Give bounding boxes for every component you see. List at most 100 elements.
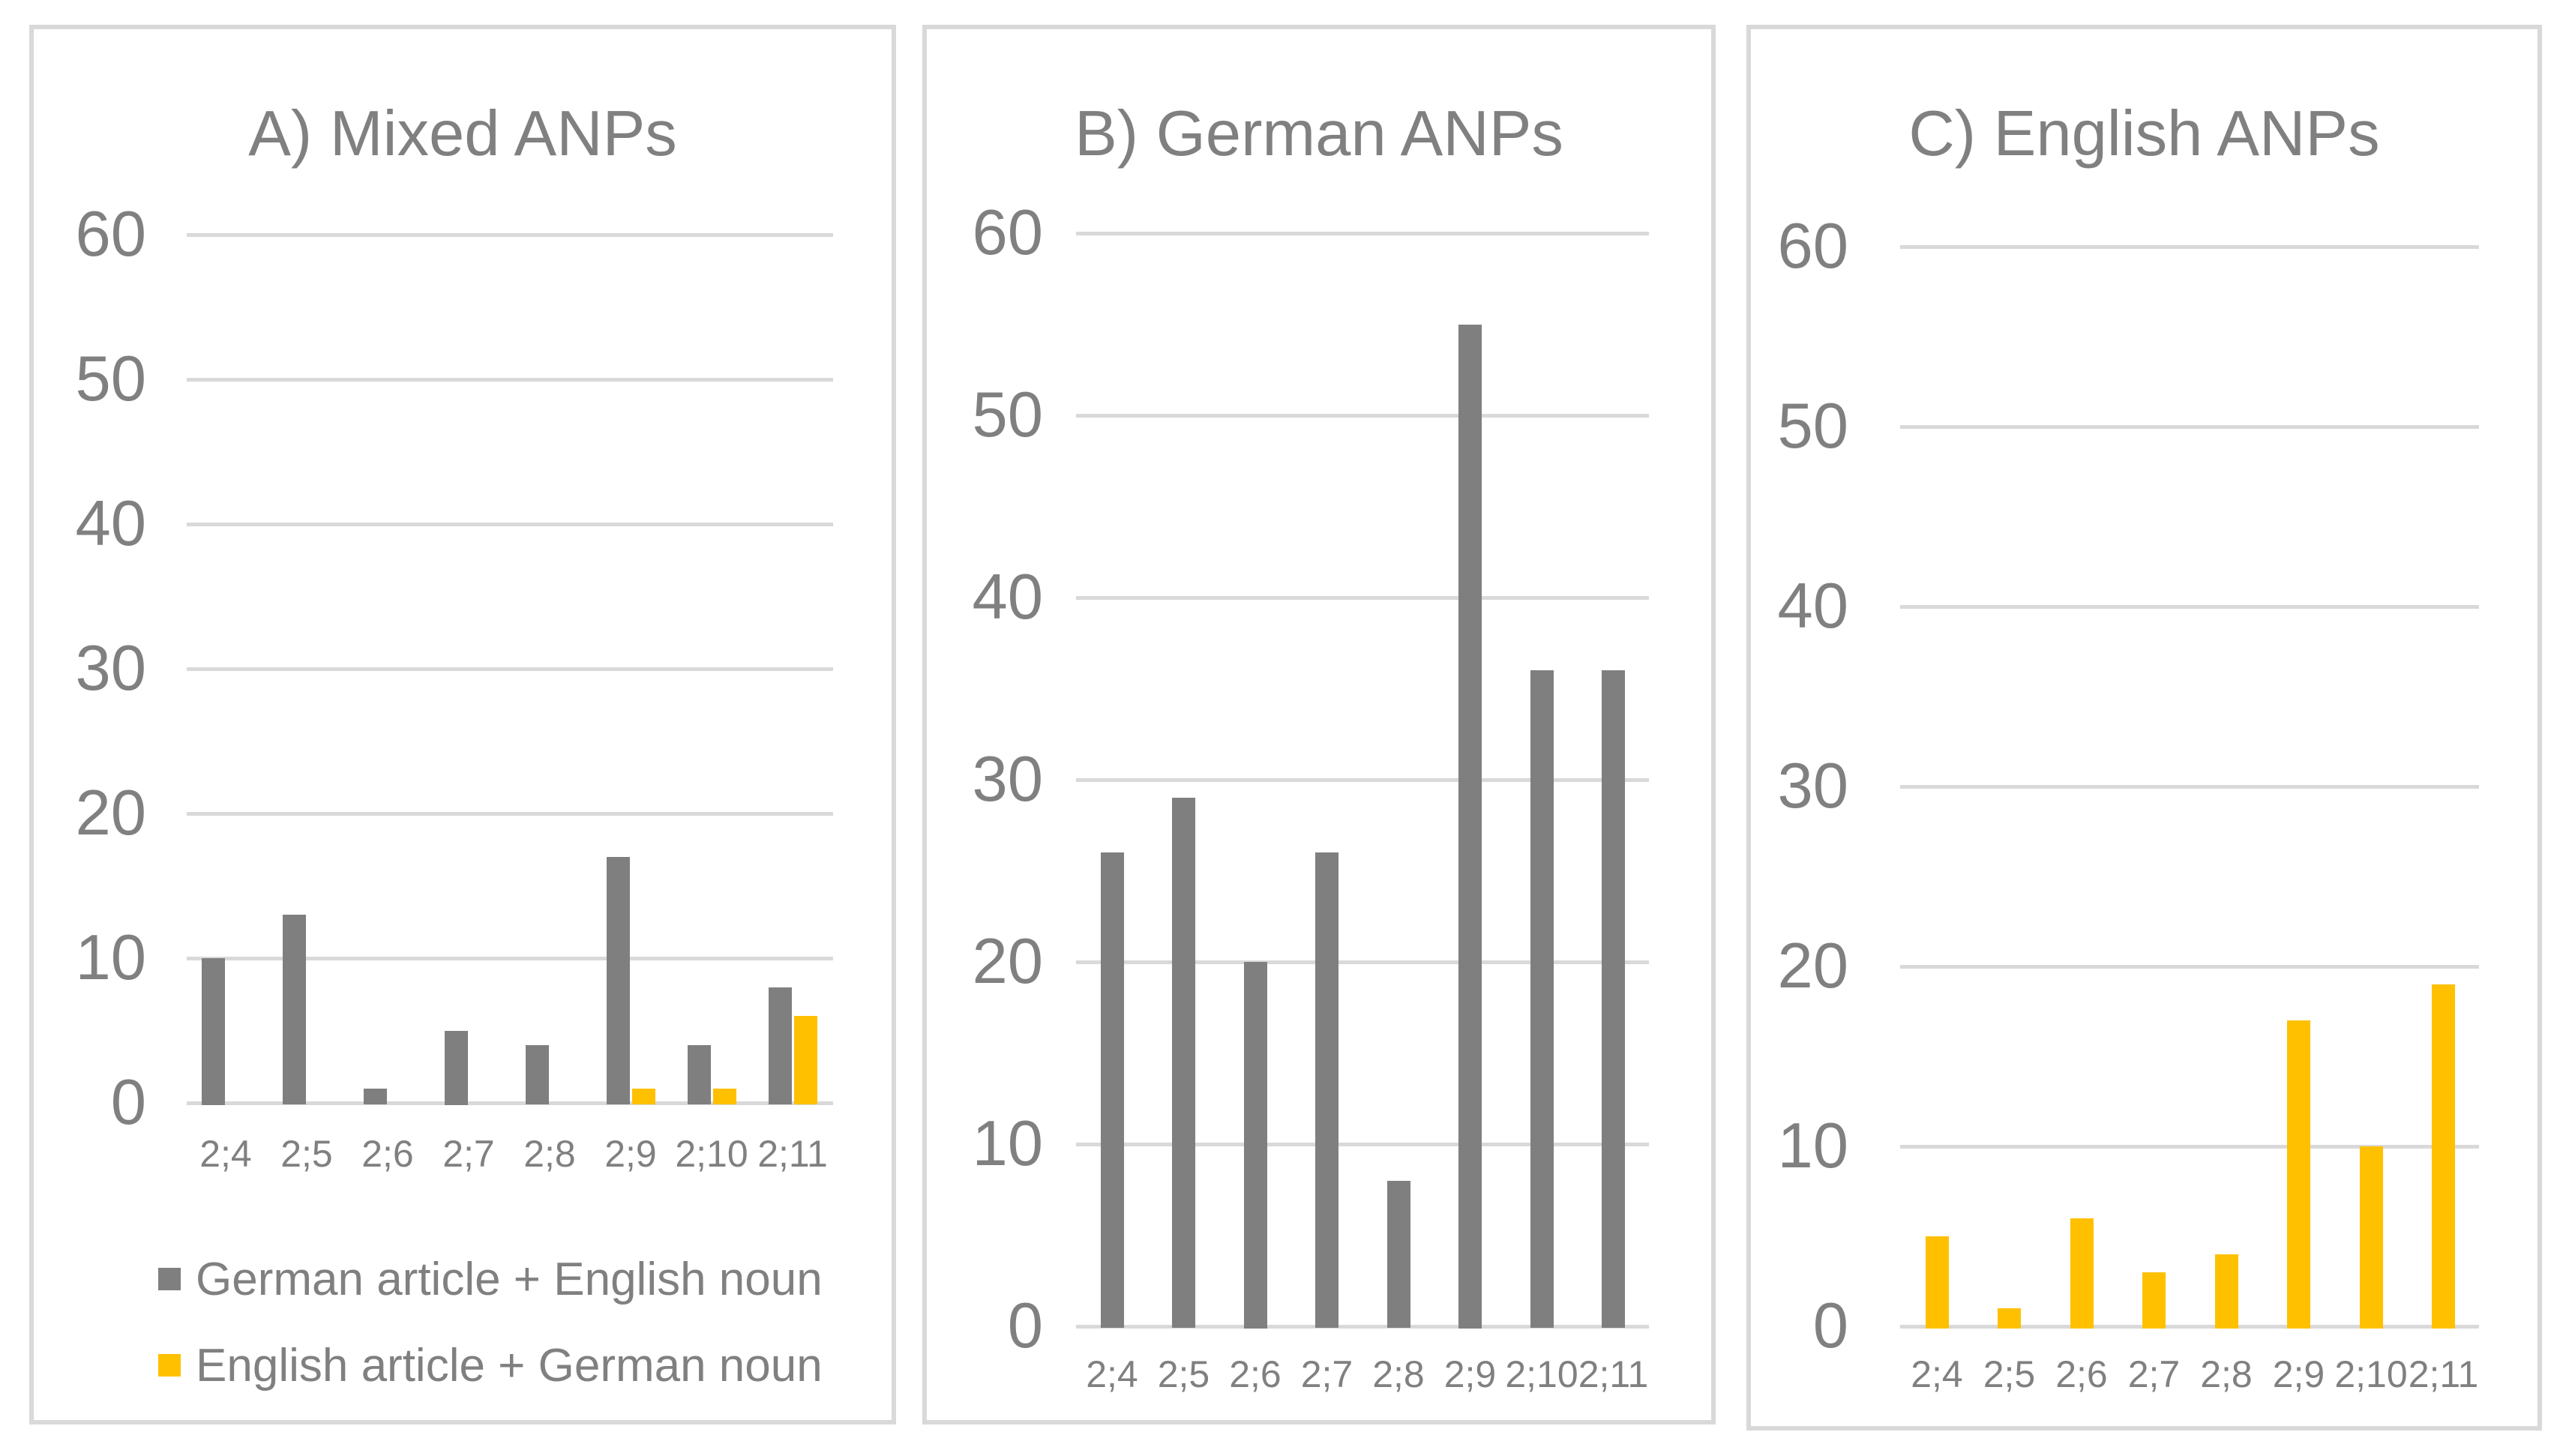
y-axis-tick-label: 0 — [1812, 1290, 1848, 1362]
y-axis-tick-label: 30 — [1777, 750, 1848, 822]
bar-2-4-s0 — [201, 958, 225, 1105]
x-axis-tick-label: 2;4 — [199, 1133, 252, 1175]
chart-panel-mixed-anps: A) Mixed ANPs 0 10 20 30 40 50 60 2;4 2;5 2;6 2;7 2… — [29, 25, 896, 1425]
gridline-y0 — [187, 1101, 833, 1105]
chart-title: A) Mixed ANPs — [248, 98, 677, 169]
gridline-y10 — [1076, 1142, 1649, 1146]
bar-2-8-s0 — [1386, 1180, 1410, 1329]
bar-2-6-s0 — [1243, 962, 1267, 1329]
bar-2-10-s0 — [2359, 1146, 2383, 1329]
y-axis-tick-label: 20 — [75, 777, 146, 849]
gridline-y30 — [1900, 784, 2479, 789]
x-axis-tick-label: 2;11 — [1578, 1353, 1649, 1395]
gridline-y30 — [187, 667, 833, 671]
legend-swatch-icon — [158, 1354, 181, 1377]
y-axis-tick-label: 50 — [972, 379, 1043, 451]
gridline-y60 — [187, 232, 833, 237]
chart-panel-english-anps: C) English ANPs 0 10 20 30 40 50 60 2;4 2;5 2;6 2;… — [1746, 25, 2542, 1431]
bar-2-6-s0 — [2070, 1218, 2094, 1329]
y-axis-tick-label: 30 — [972, 744, 1043, 815]
bar-2-7-s0 — [1315, 852, 1338, 1329]
chart-title: C) English ANPs — [1908, 98, 2380, 169]
x-axis-tick-label: 2;7 — [2127, 1353, 2181, 1395]
gridline-y50 — [1900, 424, 2479, 429]
bar-2-7-s0 — [2142, 1272, 2166, 1329]
bar-2-5-s0 — [282, 915, 306, 1105]
gridline-y20 — [187, 811, 833, 816]
x-axis-tick-label: 2;9 — [2272, 1353, 2325, 1395]
bar-2-4-s0 — [1100, 852, 1124, 1329]
legend-label: English article + German noun — [196, 1339, 823, 1392]
x-axis-tick-label: 2;6 — [1229, 1353, 1282, 1395]
x-axis-tick-label: 2;10 — [2334, 1353, 2408, 1395]
bar-2-11-s0 — [768, 987, 792, 1105]
bar-2-6-s0 — [363, 1088, 387, 1105]
bar-2-11-s0 — [2432, 984, 2455, 1329]
gridline-y40 — [187, 522, 833, 526]
bar-2-9-s1 — [631, 1088, 655, 1105]
gridline-y60 — [1900, 244, 2479, 249]
legend-swatch-icon — [158, 1268, 181, 1290]
x-axis-tick-label: 2;4 — [1911, 1353, 1963, 1395]
x-axis-tick-label: 2;4 — [1086, 1353, 1138, 1395]
x-axis-tick-label: 2;9 — [1443, 1353, 1497, 1395]
y-axis-tick-label: 20 — [1777, 930, 1848, 1002]
y-axis-tick-label: 20 — [972, 926, 1043, 997]
bar-2-4-s0 — [1925, 1236, 1949, 1329]
x-axis-tick-label: 2;11 — [757, 1133, 828, 1175]
gridline-y40 — [1900, 604, 2479, 609]
y-axis-tick-label: 30 — [75, 633, 146, 704]
gridline-y40 — [1076, 595, 1649, 600]
y-axis-tick-label: 60 — [1777, 211, 1848, 282]
gridline-y30 — [1076, 777, 1649, 782]
y-axis-tick-label: 10 — [75, 922, 146, 993]
chart-title: B) German ANPs — [1075, 98, 1563, 169]
x-axis-tick-label: 2;7 — [442, 1133, 495, 1175]
x-axis-tick-label: 2;5 — [1157, 1353, 1210, 1395]
x-axis-tick-label: 2;10 — [675, 1133, 748, 1175]
y-axis-tick-label: 10 — [1777, 1110, 1848, 1182]
legend-row: English article + German noun — [158, 1334, 823, 1397]
gridline-y20 — [1076, 960, 1649, 964]
x-axis-tick-label: 2;7 — [1300, 1353, 1353, 1395]
y-axis-tick-label: 60 — [75, 199, 146, 270]
bar-2-8-s0 — [525, 1044, 549, 1105]
gridline-y50 — [187, 377, 833, 382]
bar-2-7-s0 — [444, 1030, 468, 1105]
chart-panel-german-anps: B) German ANPs 0 10 20 30 40 50 60 2;4 2;5 2;6 2;7… — [922, 25, 1716, 1425]
y-axis-tick-label: 50 — [1777, 391, 1848, 462]
bar-2-10-s1 — [712, 1088, 736, 1105]
gridline-y10 — [187, 956, 833, 960]
bar-2-10-s0 — [1530, 670, 1554, 1329]
y-axis-tick-label: 40 — [1777, 571, 1848, 642]
gridline-y60 — [1076, 231, 1649, 235]
x-axis-tick-label: 2;9 — [604, 1133, 657, 1175]
x-axis-tick-label: 2;11 — [2408, 1353, 2479, 1395]
bar-2-5-s0 — [1172, 798, 1195, 1329]
x-axis-tick-label: 2;6 — [2055, 1353, 2108, 1395]
y-axis-tick-label: 50 — [75, 343, 146, 415]
bar-2-9-s0 — [1458, 324, 1482, 1329]
x-axis-tick-label: 2;8 — [2200, 1353, 2253, 1395]
bar-2-11-s1 — [793, 1016, 817, 1105]
x-axis-tick-label: 2;6 — [361, 1133, 414, 1175]
x-axis-tick-label: 2;5 — [1983, 1353, 2036, 1395]
gridline-y0 — [1076, 1324, 1649, 1329]
y-axis-tick-label: 60 — [972, 197, 1043, 268]
gridline-y0 — [1900, 1324, 2479, 1329]
gridline-y20 — [1900, 964, 2479, 969]
bar-2-9-s0 — [606, 856, 630, 1105]
bar-2-10-s0 — [687, 1044, 711, 1105]
x-axis-tick-label: 2;8 — [1372, 1353, 1425, 1395]
legend-label: German article + English noun — [196, 1253, 823, 1305]
gridline-y50 — [1076, 413, 1649, 418]
bar-2-9-s0 — [2287, 1020, 2310, 1329]
gridline-y10 — [1900, 1144, 2479, 1149]
x-axis-tick-label: 2;5 — [280, 1133, 333, 1175]
y-axis-tick-label: 10 — [972, 1108, 1043, 1179]
x-axis-tick-label: 2;8 — [523, 1133, 576, 1175]
y-axis-tick-label: 40 — [75, 488, 146, 559]
x-axis-tick-label: 2;10 — [1505, 1353, 1578, 1395]
y-axis-tick-label: 0 — [1007, 1290, 1043, 1362]
